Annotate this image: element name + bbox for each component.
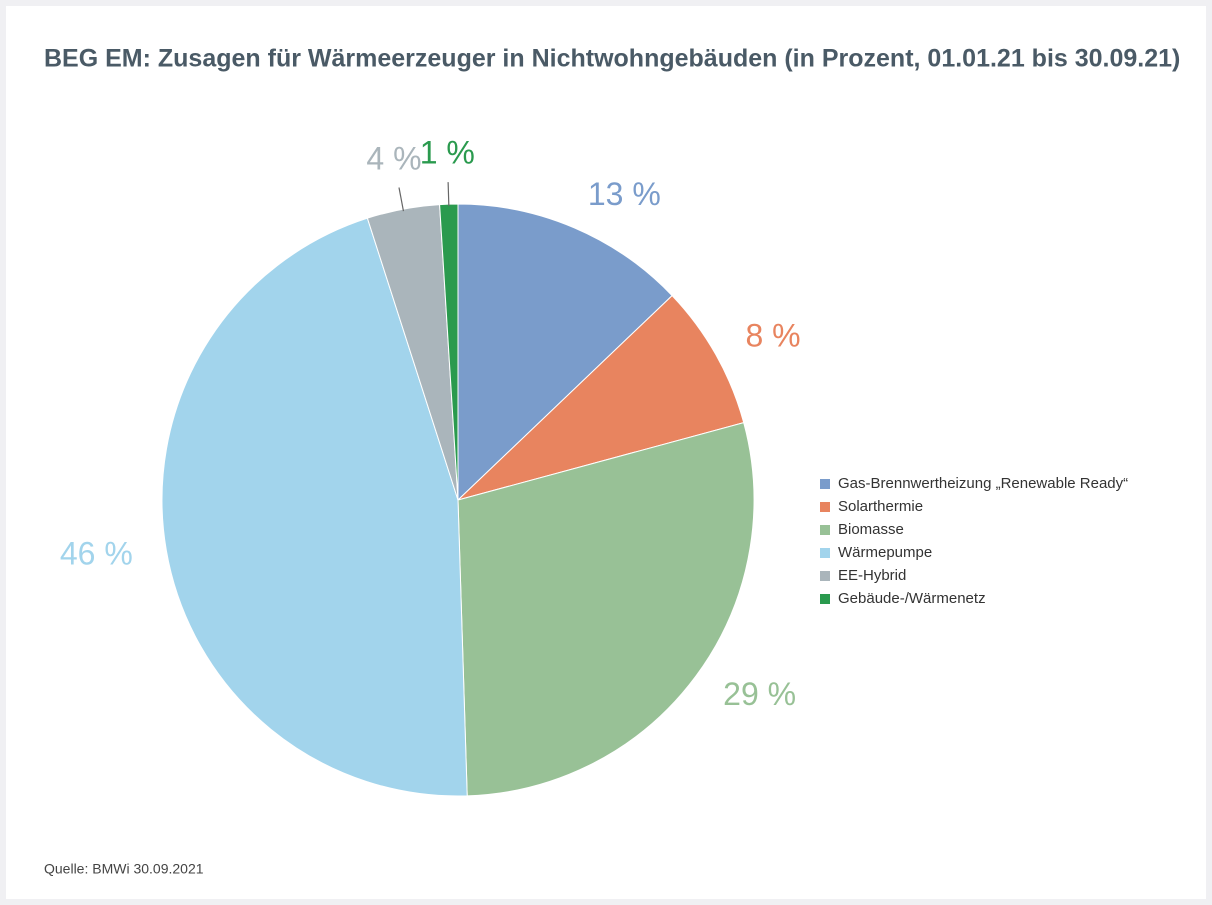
legend-swatch <box>820 502 830 512</box>
pie-slice <box>457 203 673 502</box>
pie-slice <box>161 217 468 797</box>
legend-swatch <box>820 479 830 489</box>
data-label: 1 % <box>420 135 475 171</box>
legend-label: Gebäude-/Wärmenetz <box>838 590 986 607</box>
data-label: 46 % <box>60 536 133 572</box>
legend-swatch <box>820 571 830 581</box>
chart-title: BEG EM: Zusagen für Wärmeerzeuger in Nic… <box>44 45 1180 73</box>
pie-slice <box>457 422 755 797</box>
legend-swatch <box>820 525 830 535</box>
legend-label: Biomasse <box>838 521 904 538</box>
data-label: 8 % <box>745 317 800 353</box>
legend-swatch <box>820 548 830 558</box>
legend-swatch <box>820 594 830 604</box>
leader-line <box>447 182 450 207</box>
data-label: 13 % <box>588 176 661 212</box>
source: Quelle: BMWi 30.09.2021 <box>44 861 204 877</box>
legend-label: Gas-Brennwertheizung „Renewable Ready“ <box>838 475 1128 492</box>
data-label: 29 % <box>723 676 796 712</box>
legend-label: Wärmepumpe <box>838 544 932 561</box>
leader-line <box>398 187 405 212</box>
pie-slice <box>457 294 745 501</box>
data-label: 4 % <box>366 140 421 176</box>
legend-label: EE-Hybrid <box>838 567 906 584</box>
legend-label: Solarthermie <box>838 498 923 515</box>
